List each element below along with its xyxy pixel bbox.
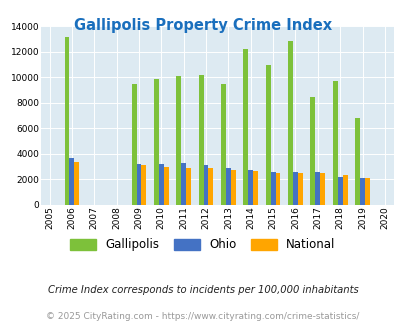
Bar <box>292 172 297 205</box>
Bar <box>225 168 230 205</box>
Bar <box>176 76 181 205</box>
Bar <box>354 118 359 205</box>
Bar <box>198 75 203 205</box>
Bar <box>248 170 253 205</box>
Legend: Gallipolis, Ohio, National: Gallipolis, Ohio, National <box>70 239 335 251</box>
Bar <box>315 172 320 205</box>
Bar <box>297 173 302 205</box>
Bar <box>230 170 235 205</box>
Bar <box>270 172 275 205</box>
Bar <box>181 163 185 205</box>
Bar <box>153 79 158 205</box>
Bar <box>243 49 248 205</box>
Bar <box>220 84 225 205</box>
Bar <box>203 164 208 205</box>
Bar <box>74 162 79 205</box>
Bar <box>364 178 369 205</box>
Bar <box>359 178 364 205</box>
Bar <box>141 165 146 205</box>
Bar <box>136 164 141 205</box>
Bar <box>342 175 347 205</box>
Bar <box>337 177 342 205</box>
Bar <box>163 167 168 205</box>
Bar <box>320 174 324 205</box>
Text: Crime Index corresponds to incidents per 100,000 inhabitants: Crime Index corresponds to incidents per… <box>47 285 358 295</box>
Bar <box>288 41 292 205</box>
Bar <box>275 173 280 205</box>
Bar <box>310 97 315 205</box>
Bar <box>131 84 136 205</box>
Bar <box>64 37 69 205</box>
Bar <box>69 157 74 205</box>
Bar <box>332 81 337 205</box>
Text: © 2025 CityRating.com - https://www.cityrating.com/crime-statistics/: © 2025 CityRating.com - https://www.city… <box>46 312 359 321</box>
Text: Gallipolis Property Crime Index: Gallipolis Property Crime Index <box>74 18 331 33</box>
Bar <box>265 65 270 205</box>
Bar <box>185 168 191 205</box>
Bar <box>158 164 163 205</box>
Bar <box>208 168 213 205</box>
Bar <box>253 171 258 205</box>
